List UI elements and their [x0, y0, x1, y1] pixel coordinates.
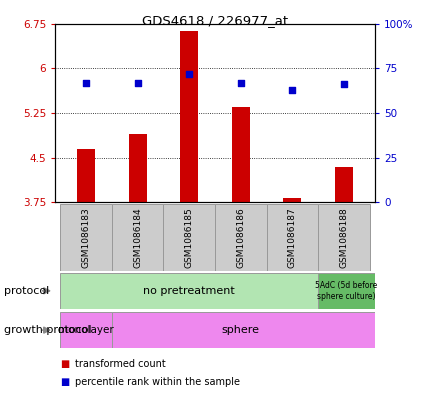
Text: ■: ■: [60, 377, 69, 387]
Text: ■: ■: [60, 358, 69, 369]
Text: 5AdC (5d before
sphere culture): 5AdC (5d before sphere culture): [315, 281, 377, 301]
Bar: [60, 273, 317, 309]
Text: protocol: protocol: [4, 286, 49, 296]
Bar: [180, 31, 198, 202]
Bar: [163, 204, 215, 271]
Text: monolayer: monolayer: [58, 325, 114, 335]
Text: GSM1086183: GSM1086183: [81, 208, 90, 268]
Text: GSM1086186: GSM1086186: [236, 208, 245, 268]
Bar: [129, 134, 146, 202]
Bar: [334, 167, 352, 202]
Bar: [60, 204, 112, 271]
Text: GSM1086185: GSM1086185: [184, 208, 194, 268]
Bar: [283, 198, 301, 202]
Point: [237, 79, 244, 86]
Text: sphere: sphere: [221, 325, 259, 335]
Text: GDS4618 / 226977_at: GDS4618 / 226977_at: [142, 14, 288, 27]
Bar: [215, 204, 266, 271]
Bar: [231, 107, 249, 202]
Bar: [317, 204, 369, 271]
Text: percentile rank within the sample: percentile rank within the sample: [75, 377, 240, 387]
Bar: [266, 204, 317, 271]
Bar: [77, 149, 95, 202]
Point: [134, 79, 141, 86]
Text: GSM1086187: GSM1086187: [287, 208, 296, 268]
Bar: [60, 312, 112, 348]
Point: [289, 86, 295, 93]
Bar: [112, 204, 163, 271]
Text: GSM1086184: GSM1086184: [133, 208, 142, 268]
Point: [83, 79, 89, 86]
Text: no pretreatment: no pretreatment: [143, 286, 235, 296]
Text: growth protocol: growth protocol: [4, 325, 92, 335]
Bar: [112, 312, 374, 348]
Text: GSM1086188: GSM1086188: [339, 208, 348, 268]
Point: [340, 81, 347, 88]
Point: [185, 70, 192, 77]
Text: transformed count: transformed count: [75, 358, 166, 369]
Bar: [317, 273, 374, 309]
